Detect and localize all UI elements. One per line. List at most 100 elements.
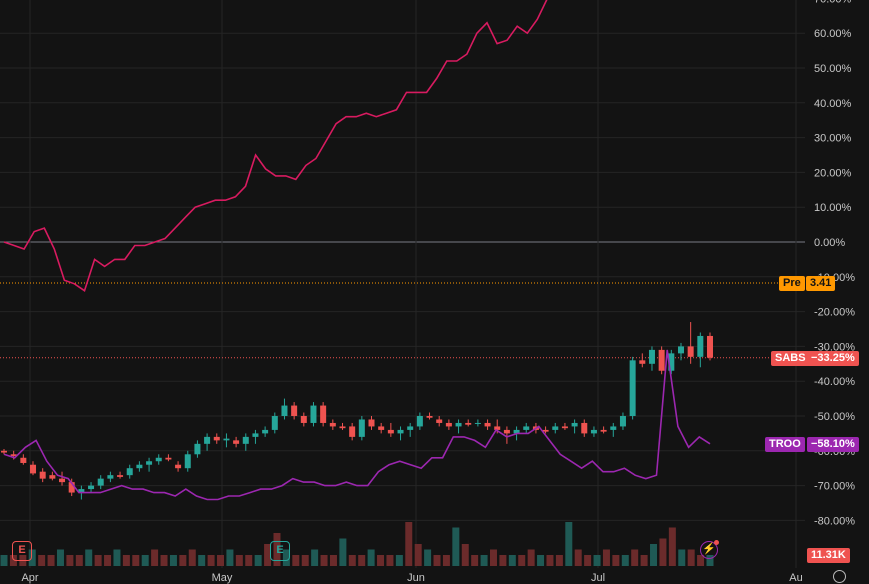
volume-bar — [66, 555, 74, 566]
candle-body — [426, 416, 433, 418]
volume-value-tag: 11.31K — [807, 548, 850, 563]
candle-body — [30, 464, 37, 474]
earnings-marker-2[interactable]: E — [270, 541, 290, 561]
candle-body — [126, 468, 133, 476]
y-tick-label: 10.00% — [814, 202, 852, 214]
volume-bar — [320, 555, 328, 566]
y-tick-label: -40.00% — [814, 376, 855, 388]
candle-body — [233, 440, 240, 444]
sabs-candles — [1, 322, 713, 500]
candle-body — [339, 426, 346, 429]
candle-body — [242, 436, 249, 444]
volume-bar — [678, 549, 686, 566]
candle-body — [291, 405, 298, 416]
candle-body — [281, 405, 288, 416]
volume-bar — [226, 549, 234, 566]
sabs-name-tag: SABS — [771, 351, 810, 366]
volume-bar — [489, 549, 497, 566]
candle-body — [445, 422, 452, 427]
candle-body — [117, 475, 124, 477]
y-axis: 70.00% 60.00% 50.00% 40.00% 30.00% 20.00% 10.0… — [814, 0, 855, 527]
candle-body — [88, 485, 95, 490]
candle-body — [397, 429, 404, 434]
volume-bar — [141, 555, 149, 566]
y-tick-label: -70.00% — [814, 481, 855, 493]
volume-bar — [508, 555, 516, 566]
x-tick-label: Jun — [407, 572, 425, 584]
volume-bar — [104, 555, 112, 566]
volume-bar — [0, 555, 8, 566]
y-tick-label: 40.00% — [814, 98, 852, 110]
volume-bar — [47, 555, 55, 566]
volume-bar — [461, 544, 469, 566]
candle-body — [436, 419, 443, 423]
volume-bar — [122, 555, 130, 566]
candle-body — [687, 346, 694, 357]
volume-bar — [471, 555, 479, 566]
candle-body — [155, 457, 162, 462]
volume-bar — [217, 555, 225, 566]
volume-bar — [160, 555, 168, 566]
candle-body — [494, 426, 501, 430]
candle-body — [474, 422, 481, 424]
volume-bar — [621, 555, 629, 566]
volume-bar — [668, 527, 676, 566]
volume-bar — [537, 555, 545, 566]
candle-body — [697, 335, 704, 357]
y-tick-label: 0.00% — [814, 237, 845, 249]
candle-body — [668, 353, 675, 371]
volume-bar — [555, 555, 563, 566]
candle-body — [68, 482, 75, 493]
candle-body — [204, 436, 211, 444]
candle-body — [300, 416, 307, 423]
volume-bar — [311, 549, 319, 566]
volume-bar — [386, 555, 394, 566]
y-tick-label: 20.00% — [814, 167, 852, 179]
candle-body — [407, 426, 414, 430]
volume-bar — [377, 555, 385, 566]
candle-body — [455, 422, 462, 427]
volume-bar — [75, 555, 83, 566]
candle-body — [213, 436, 220, 441]
volume-bar — [527, 549, 535, 566]
candle-body — [262, 429, 269, 434]
candle-body — [590, 429, 597, 434]
volume-bar — [452, 527, 460, 566]
candle-body — [97, 478, 104, 486]
candle-body — [561, 426, 568, 429]
candle-body — [184, 454, 191, 469]
volume-bar — [546, 555, 554, 566]
volume-bar — [631, 549, 639, 566]
volume-bar — [584, 555, 592, 566]
troo-value-tag: −58.10% — [807, 437, 859, 452]
candle-body — [378, 426, 385, 430]
volume-bar — [706, 555, 714, 566]
candle-body — [358, 419, 365, 437]
lightning-icon[interactable]: ⚡ — [700, 541, 718, 559]
candle-body — [600, 429, 607, 432]
volume-bar — [395, 555, 403, 566]
volume-bar — [565, 522, 573, 566]
y-tick-label: -50.00% — [814, 411, 855, 423]
volume-bar — [659, 538, 667, 566]
candle-body — [107, 475, 114, 479]
candle-body — [677, 346, 684, 354]
volume-bar — [264, 544, 272, 566]
settings-icon[interactable] — [833, 570, 846, 583]
x-tick-label: Apr — [21, 572, 38, 584]
candle-body — [484, 422, 491, 427]
y-tick-label: 70.00% — [814, 0, 852, 5]
candle-body — [571, 422, 578, 427]
volume-bar — [414, 544, 422, 566]
troo-name-tag: TROO — [765, 437, 805, 452]
volume-bar — [235, 555, 243, 566]
candle-body — [252, 433, 259, 437]
candle-body — [658, 349, 665, 371]
volume-bar — [179, 555, 187, 566]
volume-bar — [198, 555, 206, 566]
sabs-value-tag: −33.25% — [807, 351, 859, 366]
earnings-marker-1[interactable]: E — [12, 541, 32, 561]
candle-body — [416, 416, 423, 427]
x-tick-label: Jul — [591, 572, 605, 584]
